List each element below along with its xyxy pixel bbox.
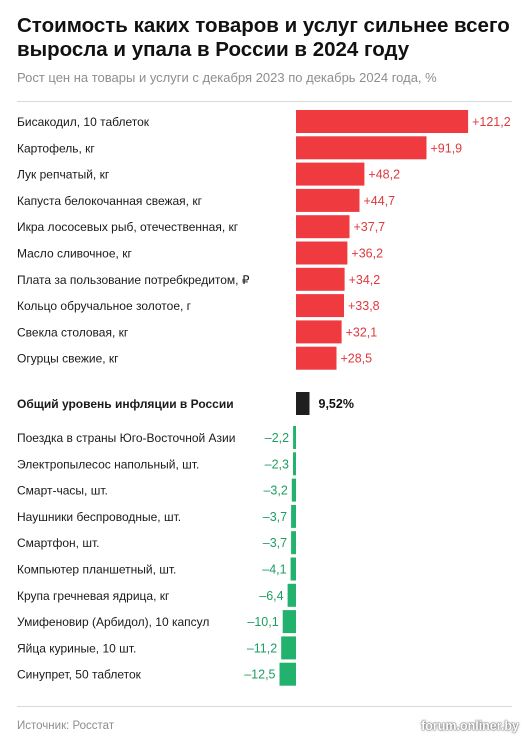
category-label: Электропылесос напольный, шт. <box>17 457 199 471</box>
value-label: +121,2 <box>472 115 511 129</box>
watermark: forum.onliner.by <box>421 719 519 733</box>
category-label: Смарт-часы, шт. <box>17 484 108 498</box>
category-label: Лук репчатый, кг <box>17 168 110 182</box>
increase-bar <box>296 215 350 239</box>
value-label: +36,2 <box>351 247 383 261</box>
increase-bar <box>296 267 345 291</box>
decrease-bar <box>287 583 296 607</box>
category-label: Наушники беспроводные, шт. <box>17 510 181 524</box>
value-label: –10,1 <box>247 615 278 629</box>
category-label: Икра лососевых рыб, отечественная, кг <box>17 220 239 234</box>
value-label: –2,2 <box>265 431 289 445</box>
category-label: Бисакодил, 10 таблеток <box>17 115 150 129</box>
value-label: +33,8 <box>348 299 380 313</box>
value-label: +32,1 <box>346 325 378 339</box>
decrease-bar <box>282 610 296 634</box>
value-label: –2,3 <box>265 457 289 471</box>
decrease-bar <box>291 531 296 555</box>
value-label: –6,4 <box>259 589 283 603</box>
decrease-bar <box>293 426 296 449</box>
increase-bar <box>296 162 365 186</box>
category-label: Капуста белокочанная свежая, кг <box>17 194 203 208</box>
value-label: –12,5 <box>244 668 275 682</box>
value-label: –3,7 <box>263 510 287 524</box>
increase-bar <box>296 110 469 133</box>
value-label: +34,2 <box>349 273 381 287</box>
decrease-bar <box>281 636 296 660</box>
value-label: –3,7 <box>263 536 287 550</box>
decrease-bar <box>291 478 296 502</box>
category-label: Яйца куриные, 10 шт. <box>17 641 136 655</box>
category-label: Общий уровень инфляции в России <box>17 397 234 411</box>
increase-bar <box>296 320 342 344</box>
value-label: –3,2 <box>263 484 287 498</box>
inflation-bar <box>296 392 310 415</box>
category-label: Свекла столовая, кг <box>17 325 129 339</box>
category-label: Кольцо обручальное золотое, г <box>17 299 192 313</box>
source-note: Источник: Росстат <box>17 720 115 732</box>
value-label: –11,2 <box>247 641 277 655</box>
category-label: Масло сливочное, кг <box>17 247 132 261</box>
category-label: Умифеновир (Арбидол), 10 капсул <box>17 615 209 629</box>
top-divider <box>17 101 512 102</box>
decrease-bar <box>291 504 296 528</box>
bottom-divider <box>17 706 512 707</box>
value-label: 9,52% <box>319 397 354 411</box>
decrease-bar <box>290 557 296 581</box>
bar-chart: Бисакодил, 10 таблеток +121,2 Картофель, к… <box>17 110 511 686</box>
category-label: Компьютер планшетный, шт. <box>17 563 176 577</box>
category-label: Плата за пользование потребкредитом, ₽ <box>17 273 250 287</box>
category-label: Синупрет, 50 таблеток <box>17 668 142 682</box>
increase-bar <box>296 136 427 160</box>
increase-bar <box>296 294 344 318</box>
value-label: +37,7 <box>354 220 386 234</box>
chart-subtitle: Рост цен на товары и услуги с декабря 20… <box>17 70 437 85</box>
value-label: +44,7 <box>364 194 396 208</box>
value-label: +91,9 <box>431 141 463 155</box>
category-label: Поездка в страны Юго-Восточной Азии <box>17 431 235 445</box>
increase-bar <box>296 188 360 212</box>
category-label: Крупа гречневая ядрица, кг <box>17 589 170 603</box>
category-label: Огурцы свежие, кг <box>17 352 119 366</box>
decrease-bar <box>279 662 296 686</box>
value-label: +48,2 <box>368 168 400 182</box>
category-label: Смартфон, шт. <box>17 536 99 550</box>
category-label: Картофель, кг <box>17 141 95 155</box>
chart-title: Стоимость каких товаров и услуг сильнее … <box>17 14 510 61</box>
value-label: +28,5 <box>341 352 373 366</box>
increase-bar <box>296 346 337 370</box>
value-label: –4,1 <box>262 563 286 577</box>
decrease-bar <box>293 452 296 476</box>
increase-bar <box>296 241 348 265</box>
